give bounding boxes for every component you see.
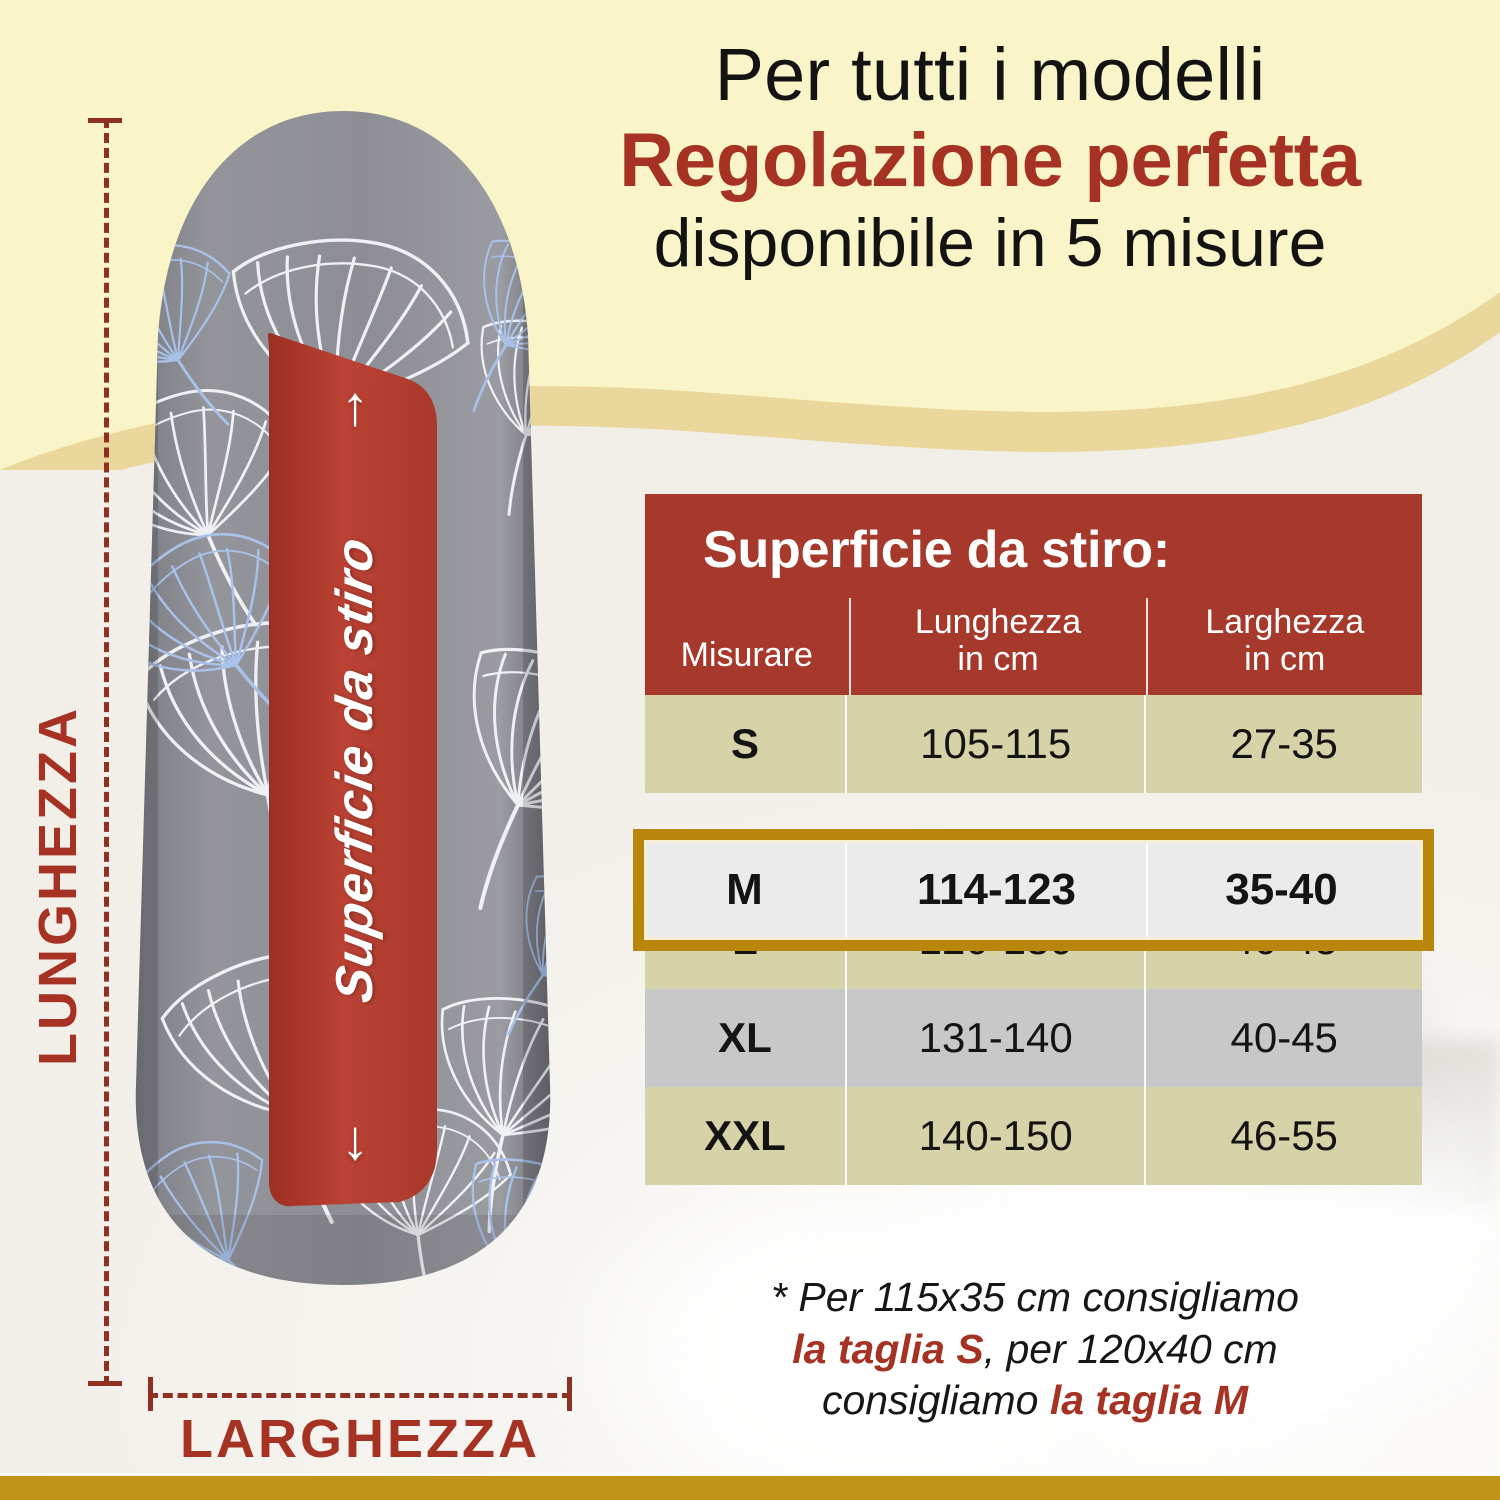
width-guide-line [148,1393,572,1398]
arrow-down-icon: ↓ [341,1108,369,1171]
cell-width: 46-55 [1144,1087,1422,1186]
width-guide-cap-right [567,1377,572,1411]
cell-length: 105-115 [844,695,1144,794]
length-guide-cap-bottom [88,1381,122,1386]
column-header-misurare: Misurare [680,635,813,674]
cell-size: S [730,720,759,768]
cell-length: 131-140 [844,989,1144,1088]
column-header-larghezza: Larghezza in cm [1145,598,1422,696]
length-guide-line [104,118,109,1386]
table-row: XL 131-140 40-45 [645,989,1422,1088]
size-table: Superficie da stiro: Misurare Lunghezza … [633,494,1434,1186]
size-table-header: Superficie da stiro: Misurare Lunghezza … [645,494,1422,696]
column-header-larghezza-line2: in cm [1244,639,1326,678]
column-header-lunghezza: Lunghezza in cm [848,598,1146,696]
cell-size: XXL [704,1112,786,1160]
arrow-up-icon: ↑ [341,374,369,437]
headline-line-2: Regolazione perfetta [619,118,1361,203]
length-guide-cap-top [88,118,122,123]
cell-length: 140-150 [844,1087,1144,1186]
note-part-2: , per 120x40 cm [983,1325,1278,1372]
column-header-lunghezza-line2: in cm [957,639,1039,678]
size-table-title: Superficie da stiro: [703,521,1170,579]
column-header-lunghezza-line1: Lunghezza [914,603,1082,641]
headline-line-1: Per tutti i modelli [714,33,1266,116]
headline-block: Per tutti i modelli Regolazione perfetta… [520,33,1460,282]
note-emphasis-size-s: la taglia S [792,1325,984,1372]
ironing-surface-ribbon: ↑ Superficie da stiro ↓ [255,330,455,1210]
highlighted-size-row-m: M 114-123 35-40 [633,829,1434,951]
cell-width: 40-45 [1144,989,1422,1088]
cell-size: XL [718,1014,772,1062]
table-row: M 114-123 35-40 [644,840,1423,940]
table-row: XXL 140-150 46-55 [645,1087,1422,1186]
note-emphasis-size-m: la taglia M [1049,1377,1249,1424]
ribbon-shape [268,332,437,1207]
width-label: LARGHEZZA [180,1409,540,1469]
size-table-column-headers: Misurare Lunghezza in cm Larghezza in cm [645,598,1422,696]
cell-size: M [726,865,763,914]
width-guide-cap-left [148,1377,153,1411]
note-part-3: consigliamo [821,1377,1050,1424]
cell-width: 35-40 [1146,840,1415,940]
gold-bar-highlight [0,1473,1500,1476]
ribbon-label: Superficie da stiro [326,533,384,1007]
length-label: LUNGHEZZA [28,706,88,1066]
size-recommendation-note: * Per 115x35 cm consigliamo la taglia S,… [660,1272,1410,1427]
note-part-1: * Per 115x35 cm consigliamo [771,1274,1299,1320]
bottom-gold-bar [0,1476,1500,1500]
headline-line-3: disponibile in 5 misure [653,205,1327,282]
column-header-larghezza-line1: Larghezza [1205,603,1365,641]
cell-width: 27-35 [1144,695,1422,794]
cell-length: 114-123 [845,840,1146,940]
table-row: S 105-115 27-35 [645,695,1422,794]
